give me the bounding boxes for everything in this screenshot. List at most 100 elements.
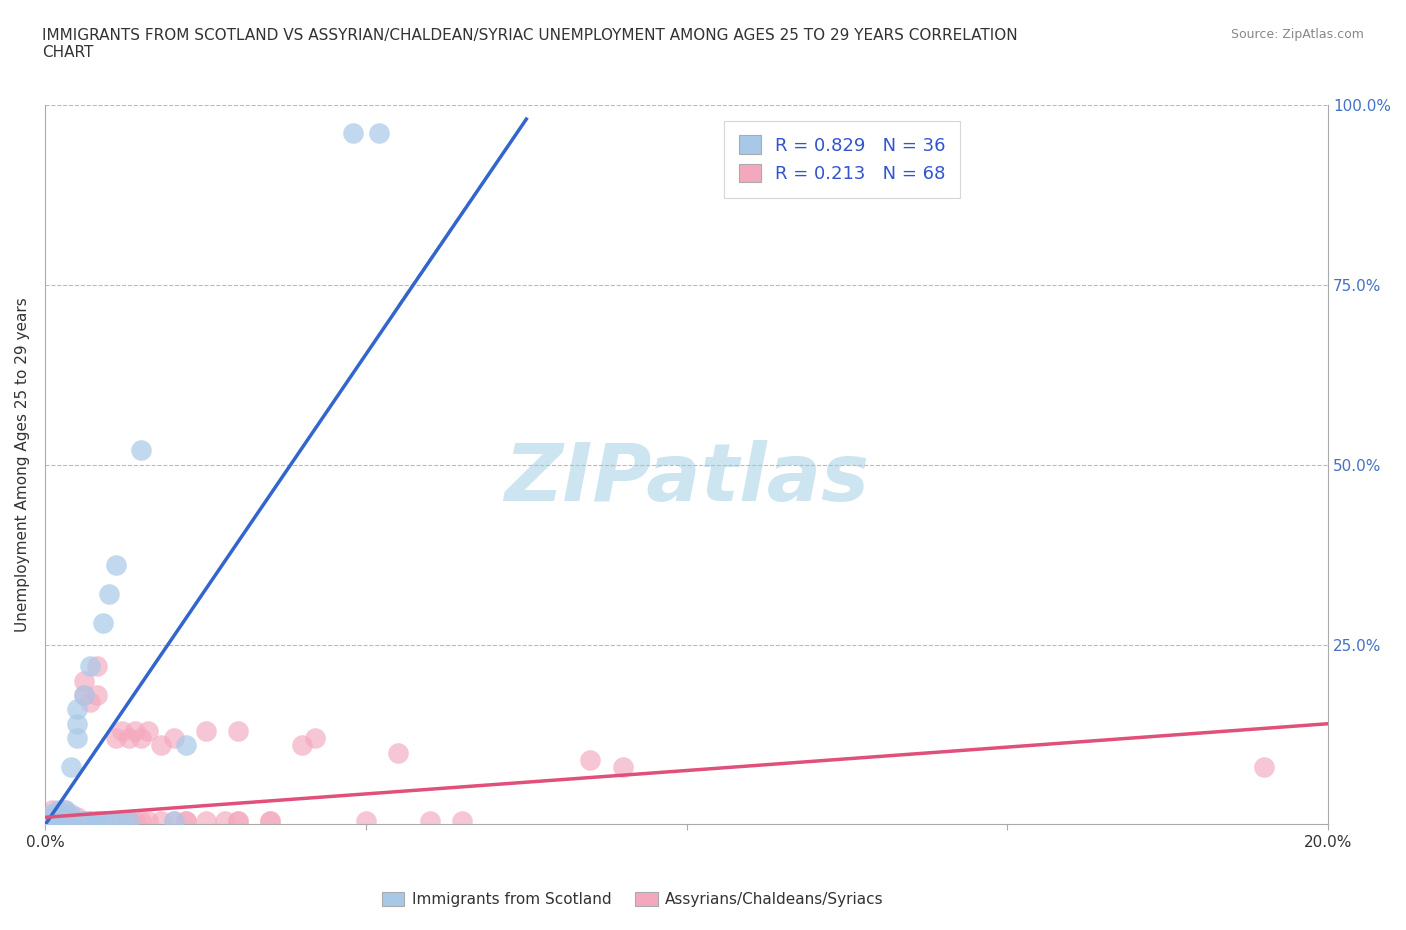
Point <box>194 724 217 738</box>
Point <box>111 814 134 829</box>
Point <box>86 814 108 829</box>
Text: ZIPatlas: ZIPatlas <box>505 440 869 518</box>
Point <box>59 810 82 825</box>
Point <box>451 814 474 829</box>
Point <box>124 724 146 738</box>
Point <box>118 814 141 829</box>
Point <box>46 814 69 829</box>
Point <box>59 814 82 829</box>
Point <box>73 687 96 702</box>
Point <box>37 814 59 829</box>
Point <box>46 810 69 825</box>
Point <box>162 814 184 829</box>
Point <box>46 810 69 825</box>
Point <box>419 814 441 829</box>
Point <box>176 814 198 829</box>
Point <box>86 814 108 829</box>
Point <box>304 731 326 746</box>
Point <box>111 724 134 738</box>
Point <box>259 814 281 829</box>
Point <box>176 814 198 829</box>
Point <box>53 803 76 817</box>
Point <box>59 806 82 821</box>
Point <box>226 814 249 829</box>
Point <box>86 658 108 673</box>
Point <box>66 814 89 829</box>
Point <box>37 814 59 829</box>
Point <box>136 724 159 738</box>
Point <box>194 814 217 829</box>
Point <box>66 702 89 717</box>
Point <box>387 745 409 760</box>
Point <box>1253 760 1275 775</box>
Point <box>44 814 66 829</box>
Point <box>41 806 63 821</box>
Point <box>131 443 153 458</box>
Legend: Immigrants from Scotland, Assyrians/Chaldeans/Syriacs: Immigrants from Scotland, Assyrians/Chal… <box>375 885 890 913</box>
Point <box>44 810 66 825</box>
Point <box>162 731 184 746</box>
Point <box>53 814 76 829</box>
Point <box>149 737 172 752</box>
Point <box>214 814 236 829</box>
Point <box>66 810 89 825</box>
Point <box>104 558 127 573</box>
Point <box>104 814 127 829</box>
Point <box>176 737 198 752</box>
Point <box>86 814 108 829</box>
Point <box>86 687 108 702</box>
Point <box>73 687 96 702</box>
Point <box>53 810 76 825</box>
Point <box>66 814 89 829</box>
Point <box>612 760 634 775</box>
Point <box>79 814 101 829</box>
Point <box>46 814 69 829</box>
Point <box>118 814 141 829</box>
Point <box>79 814 101 829</box>
Point <box>118 731 141 746</box>
Point <box>59 760 82 775</box>
Point <box>104 731 127 746</box>
Point <box>66 716 89 731</box>
Point <box>579 752 602 767</box>
Point <box>98 814 121 829</box>
Point <box>354 814 377 829</box>
Point <box>98 587 121 602</box>
Point <box>149 814 172 829</box>
Point <box>59 814 82 829</box>
Point <box>41 810 63 825</box>
Point <box>46 806 69 821</box>
Point <box>136 814 159 829</box>
Point <box>91 814 114 829</box>
Point <box>111 814 134 829</box>
Point <box>118 814 141 829</box>
Text: IMMIGRANTS FROM SCOTLAND VS ASSYRIAN/CHALDEAN/SYRIAC UNEMPLOYMENT AMONG AGES 25 : IMMIGRANTS FROM SCOTLAND VS ASSYRIAN/CHA… <box>42 28 1018 60</box>
Point <box>91 616 114 631</box>
Point <box>131 814 153 829</box>
Point <box>41 803 63 817</box>
Text: Source: ZipAtlas.com: Source: ZipAtlas.com <box>1230 28 1364 41</box>
Point <box>131 731 153 746</box>
Legend: R = 0.829   N = 36, R = 0.213   N = 68: R = 0.829 N = 36, R = 0.213 N = 68 <box>724 121 960 197</box>
Point <box>53 803 76 817</box>
Point <box>124 814 146 829</box>
Point <box>59 814 82 829</box>
Point <box>79 658 101 673</box>
Point <box>46 803 69 817</box>
Point <box>226 814 249 829</box>
Point <box>46 814 69 829</box>
Point <box>53 814 76 829</box>
Point <box>259 814 281 829</box>
Point <box>66 731 89 746</box>
Point <box>98 814 121 829</box>
Point <box>79 695 101 710</box>
Point <box>91 814 114 829</box>
Point <box>98 814 121 829</box>
Point <box>41 810 63 825</box>
Point <box>111 814 134 829</box>
Point <box>91 814 114 829</box>
Point <box>342 126 364 141</box>
Point <box>162 814 184 829</box>
Point <box>53 814 76 829</box>
Point <box>73 814 96 829</box>
